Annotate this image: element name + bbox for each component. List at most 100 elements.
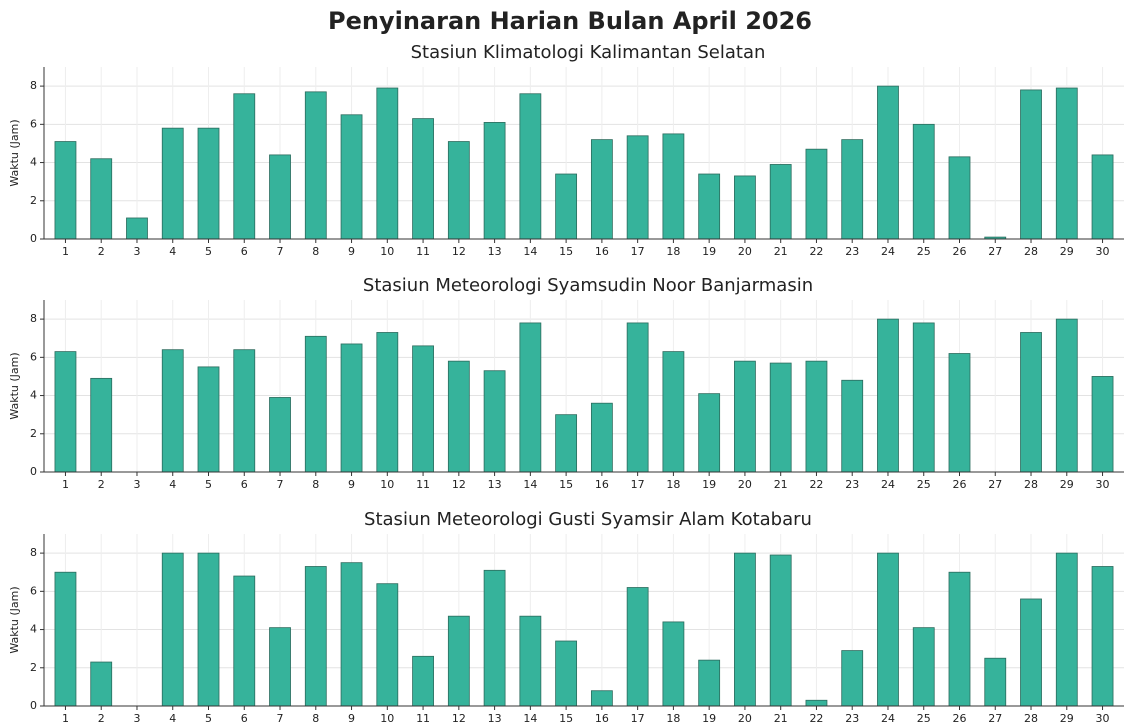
bar bbox=[54, 141, 77, 240]
x-tick-label: 2 bbox=[98, 712, 105, 725]
bar bbox=[912, 627, 935, 707]
x-tick-label: 21 bbox=[774, 712, 788, 725]
bar bbox=[412, 655, 434, 707]
x-tick-label: 1 bbox=[62, 245, 69, 258]
x-tick-label: 20 bbox=[738, 245, 752, 258]
bar bbox=[805, 360, 828, 473]
x-tick-label: 15 bbox=[559, 712, 573, 725]
bar bbox=[769, 362, 792, 473]
bar bbox=[54, 571, 77, 707]
x-tick-label: 22 bbox=[809, 478, 823, 491]
y-tick-label: 6 bbox=[30, 350, 37, 363]
x-tick-label: 8 bbox=[312, 712, 319, 725]
x-tick-label: 9 bbox=[348, 245, 355, 258]
bar bbox=[483, 370, 506, 473]
x-tick-label: 9 bbox=[348, 478, 355, 491]
bar bbox=[447, 360, 470, 473]
bar bbox=[626, 135, 649, 240]
bar bbox=[519, 322, 542, 473]
bar bbox=[1091, 566, 1114, 707]
y-axis-label: Waktu (Jam) bbox=[8, 586, 21, 653]
bar bbox=[877, 318, 899, 473]
bar bbox=[662, 351, 685, 473]
bar bbox=[984, 657, 1007, 707]
x-tick-label: 27 bbox=[988, 245, 1002, 258]
bar bbox=[698, 393, 721, 473]
x-tick-label: 5 bbox=[205, 245, 212, 258]
bar bbox=[805, 699, 828, 707]
bar bbox=[1020, 89, 1042, 240]
x-tick-label: 12 bbox=[452, 478, 466, 491]
x-tick-label: 15 bbox=[559, 478, 573, 491]
bar bbox=[841, 379, 864, 473]
x-tick-label: 16 bbox=[595, 478, 609, 491]
y-tick-label: 8 bbox=[30, 79, 37, 92]
bar bbox=[447, 141, 470, 240]
x-tick-label: 5 bbox=[205, 712, 212, 725]
bar bbox=[197, 552, 220, 707]
x-tick-label: 18 bbox=[666, 245, 680, 258]
bar bbox=[734, 552, 756, 707]
bar bbox=[376, 87, 399, 240]
bar bbox=[161, 127, 184, 240]
bar bbox=[769, 554, 792, 707]
x-tick-label: 5 bbox=[205, 478, 212, 491]
bar bbox=[1091, 376, 1114, 473]
bar bbox=[161, 552, 184, 707]
x-tick-label: 19 bbox=[702, 478, 716, 491]
x-tick-label: 19 bbox=[702, 245, 716, 258]
x-tick-label: 18 bbox=[666, 712, 680, 725]
bar bbox=[734, 175, 756, 240]
x-tick-label: 16 bbox=[595, 245, 609, 258]
x-tick-label: 30 bbox=[1096, 478, 1110, 491]
y-axis-label: Waktu (Jam) bbox=[8, 119, 21, 186]
chart-title: Stasiun Meteorologi Syamsudin Noor Banja… bbox=[363, 275, 813, 296]
x-tick-label: 10 bbox=[380, 245, 394, 258]
bar bbox=[412, 118, 434, 240]
bar bbox=[1055, 318, 1078, 473]
x-tick-label: 23 bbox=[845, 712, 859, 725]
page-title: Penyinaran Harian Bulan April 2026 bbox=[328, 7, 812, 35]
bar bbox=[340, 562, 363, 707]
bar bbox=[877, 552, 899, 707]
x-tick-label: 23 bbox=[845, 245, 859, 258]
y-tick-label: 0 bbox=[30, 699, 37, 712]
bar bbox=[412, 345, 434, 473]
x-tick-label: 8 bbox=[312, 478, 319, 491]
x-tick-label: 9 bbox=[348, 712, 355, 725]
x-tick-label: 1 bbox=[62, 712, 69, 725]
bar bbox=[197, 366, 220, 473]
bar bbox=[662, 621, 685, 707]
bar bbox=[304, 566, 327, 707]
bar bbox=[590, 690, 613, 707]
y-tick-label: 0 bbox=[30, 465, 37, 478]
y-tick-label: 2 bbox=[30, 427, 37, 440]
x-tick-label: 2 bbox=[98, 478, 105, 491]
bar bbox=[269, 627, 291, 707]
x-tick-label: 20 bbox=[738, 712, 752, 725]
bar bbox=[376, 583, 399, 707]
x-tick-label: 16 bbox=[595, 712, 609, 725]
bar bbox=[233, 349, 256, 473]
x-tick-label: 13 bbox=[488, 478, 502, 491]
bar bbox=[912, 322, 935, 473]
bar bbox=[1055, 552, 1078, 707]
x-tick-label: 28 bbox=[1024, 478, 1038, 491]
y-tick-label: 2 bbox=[30, 661, 37, 674]
x-tick-label: 25 bbox=[917, 478, 931, 491]
bar bbox=[948, 571, 971, 707]
bar bbox=[590, 139, 613, 240]
x-tick-label: 14 bbox=[523, 712, 537, 725]
y-tick-label: 4 bbox=[30, 389, 37, 402]
bar bbox=[841, 139, 864, 240]
x-tick-label: 17 bbox=[631, 478, 645, 491]
x-tick-label: 22 bbox=[809, 245, 823, 258]
bar bbox=[483, 122, 506, 240]
bar bbox=[841, 650, 864, 707]
x-tick-label: 11 bbox=[416, 245, 430, 258]
x-tick-label: 24 bbox=[881, 712, 895, 725]
bar bbox=[483, 569, 506, 707]
bar bbox=[340, 343, 363, 473]
x-tick-label: 27 bbox=[988, 712, 1002, 725]
x-tick-label: 13 bbox=[488, 712, 502, 725]
